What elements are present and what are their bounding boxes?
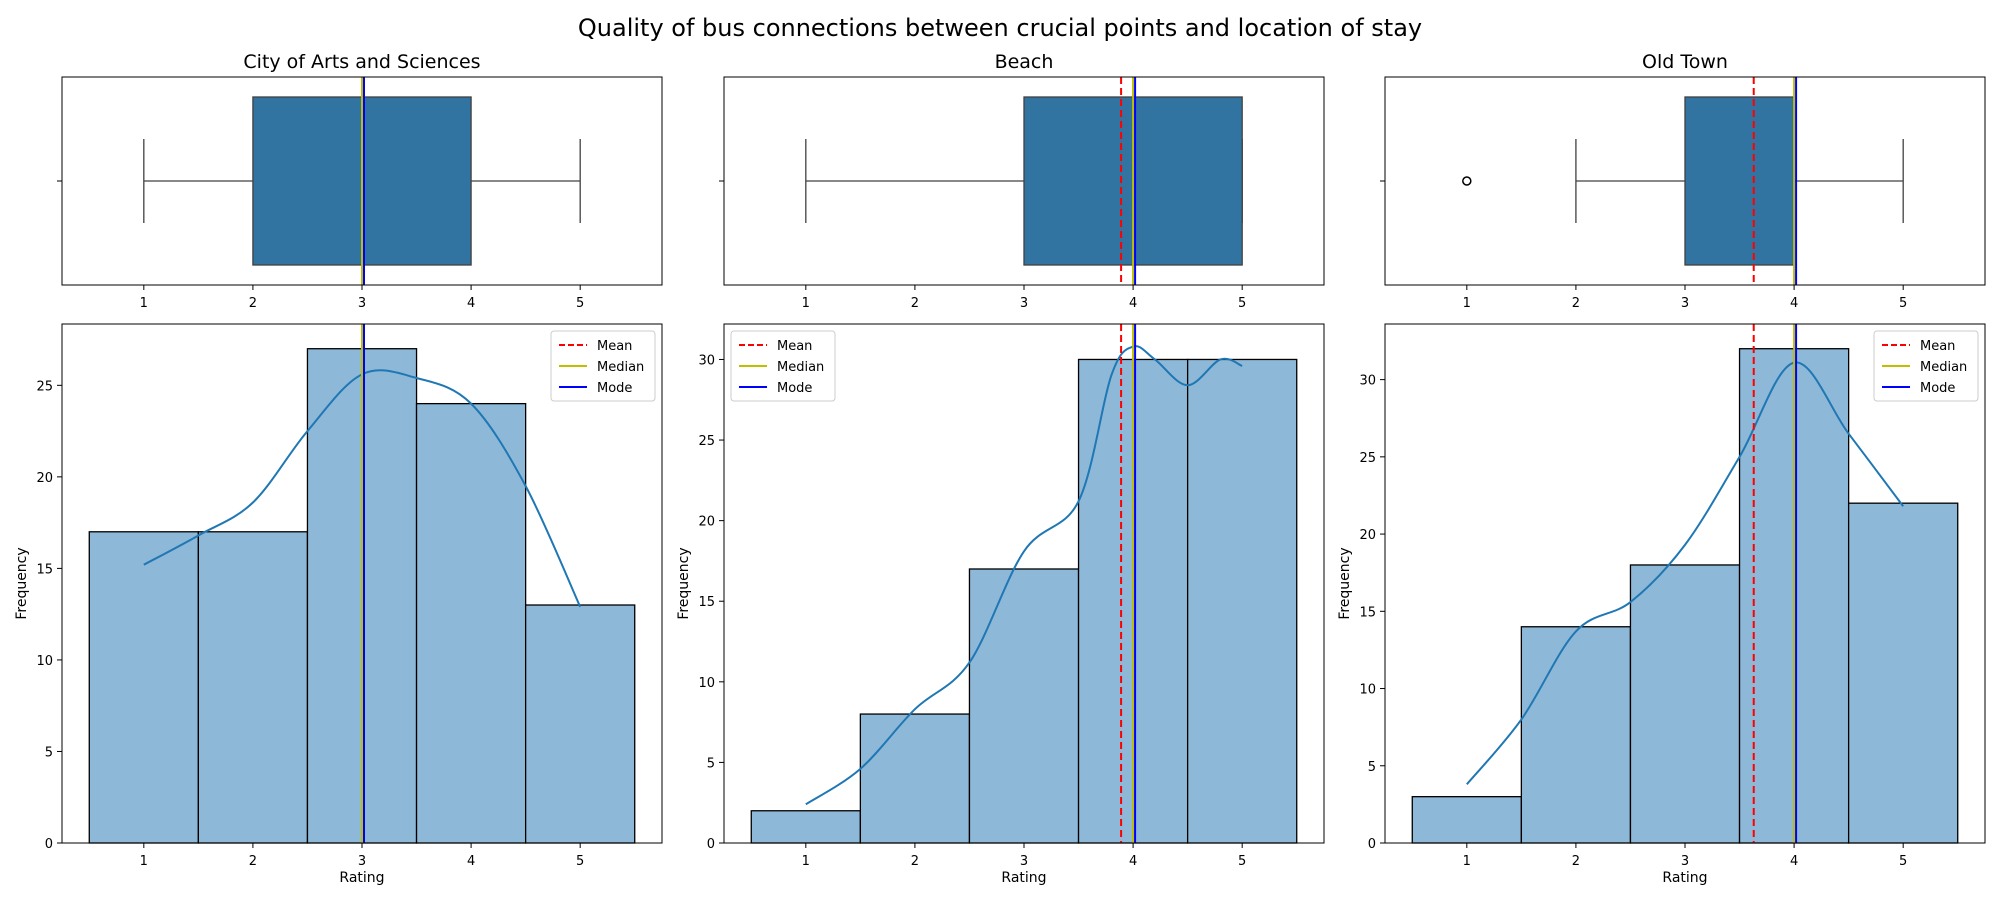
x-tick-label: 5 [1899,296,1907,311]
y-tick-label: 0 [45,837,53,852]
y-tick-label: 15 [36,562,53,577]
x-tick-label: 1 [140,296,148,311]
y-tick-label: 30 [1359,374,1376,389]
boxplot-panel-2: Beach 1 2 3 4 5 [719,51,1325,311]
histogram-panel-2: 1 2 3 4 5 0 5 10 15 20 25 30 Rating Frequency Mean Medi… [676,323,1325,886]
histogram-bar [524,604,636,844]
x-tick-label: 3 [358,296,366,311]
legend-label-mode: Mode [777,381,812,396]
x-tick-label: 4 [1790,854,1798,869]
x-tick-label: 1 [802,854,810,869]
x-tick-label: 4 [1129,296,1137,311]
y-tick-label: 5 [707,756,715,771]
boxplot-panel-3: Old Town 1 2 3 4 5 [1380,51,1986,311]
legend-frame [730,330,836,402]
histogram-bar [1629,564,1741,844]
y-tick-label: 5 [1368,760,1376,775]
histogram-bar [968,568,1080,844]
legend-frame [550,330,656,402]
legend-label-median: Median [1920,360,1967,375]
legend-label-median: Median [777,360,824,375]
y-tick-label: 25 [1359,451,1376,466]
x-tick-label: 5 [1899,854,1907,869]
subplot-title: Beach [995,51,1054,73]
x-tick-label: 3 [1681,854,1689,869]
y-tick-label: 0 [1368,837,1376,852]
x-tick-label: 4 [1790,296,1798,311]
y-tick-label: 10 [698,676,715,691]
x-axis-label: Rating [1662,870,1707,886]
x-tick-label: 1 [1463,854,1471,869]
x-tick-label: 2 [249,296,257,311]
x-tick-label: 2 [911,296,919,311]
x-axis-label: Rating [1001,870,1046,886]
x-tick-label: 5 [1238,296,1246,311]
kde-curve [1466,361,1904,785]
y-tick-label: 0 [707,837,715,852]
y-tick-label: 30 [698,353,715,368]
subplot-title: City of Arts and Sciences [243,51,480,73]
legend: Mean Median Mode [730,330,836,402]
legend-label-mean: Mean [777,339,812,354]
x-tick-label: 4 [467,296,475,311]
subplot-title: Old Town [1642,51,1728,73]
x-tick-label: 3 [1681,296,1689,311]
x-tick-label: 2 [249,854,257,869]
x-tick-label: 1 [1463,296,1471,311]
histogram-bar [1520,626,1632,844]
x-tick-label: 4 [467,854,475,869]
x-tick-label: 2 [911,854,919,869]
histogram-bar [859,713,971,844]
histogram-bar [1411,796,1523,844]
y-tick-label: 25 [698,434,715,449]
legend-label-mode: Mode [1920,381,1955,396]
y-tick-label: 15 [1359,605,1376,620]
y-tick-label: 10 [1359,683,1376,698]
y-tick-label: 20 [36,471,53,486]
histogram-bar [750,810,862,844]
histogram-panel-3: 1 2 3 4 5 0 5 10 15 20 25 30 Rating Frequency Mean Medi… [1337,323,1986,886]
legend-label-mode: Mode [597,381,632,396]
x-tick-label: 3 [1020,854,1028,869]
x-tick-label: 5 [576,854,584,869]
x-tick-label: 2 [1572,854,1580,869]
histogram-bar [88,531,200,844]
legend-label-mean: Mean [597,339,632,354]
y-tick-label: 20 [1359,528,1376,543]
x-tick-label: 3 [1020,296,1028,311]
x-tick-label: 2 [1572,296,1580,311]
y-tick-label: 20 [698,515,715,530]
figure-title: Quality of bus connections between cruci… [578,14,1422,42]
kde-curve [805,345,1243,806]
boxplot-panel-1: City of Arts and Sciences 1 2 3 4 5 [57,51,663,311]
legend-frame [1873,330,1979,402]
legend: Mean Median Mode [1873,330,1979,402]
x-tick-label: 5 [1238,854,1246,869]
y-tick-label: 10 [36,654,53,669]
x-tick-label: 4 [1129,854,1137,869]
y-tick-label: 15 [698,595,715,610]
outlier-point [1462,176,1472,186]
iqr-box [1684,96,1795,266]
legend-label-median: Median [597,360,644,375]
histogram-bar [1186,358,1298,844]
y-axis-label: Frequency [1337,547,1353,619]
y-axis-label: Frequency [14,547,30,619]
x-tick-label: 1 [140,854,148,869]
legend-label-mean: Mean [1920,339,1955,354]
legend: Mean Median Mode [550,330,656,402]
y-tick-label: 5 [45,745,53,760]
x-tick-label: 5 [576,296,584,311]
histogram-bar [197,531,309,844]
histogram-bar [415,402,527,844]
x-tick-label: 3 [358,854,366,869]
y-axis-label: Frequency [676,547,692,619]
x-axis-label: Rating [339,870,384,886]
subplots: City of Arts and Sciences 1 2 3 4 5 Beach 1 2 3 4 5… [14,51,1986,886]
histogram-bar [1847,502,1959,844]
histogram-panel-1: 1 2 3 4 5 0 5 10 15 20 25 Rating Frequency Mean Median… [14,323,663,886]
x-tick-label: 1 [802,296,810,311]
y-tick-label: 25 [36,379,53,394]
